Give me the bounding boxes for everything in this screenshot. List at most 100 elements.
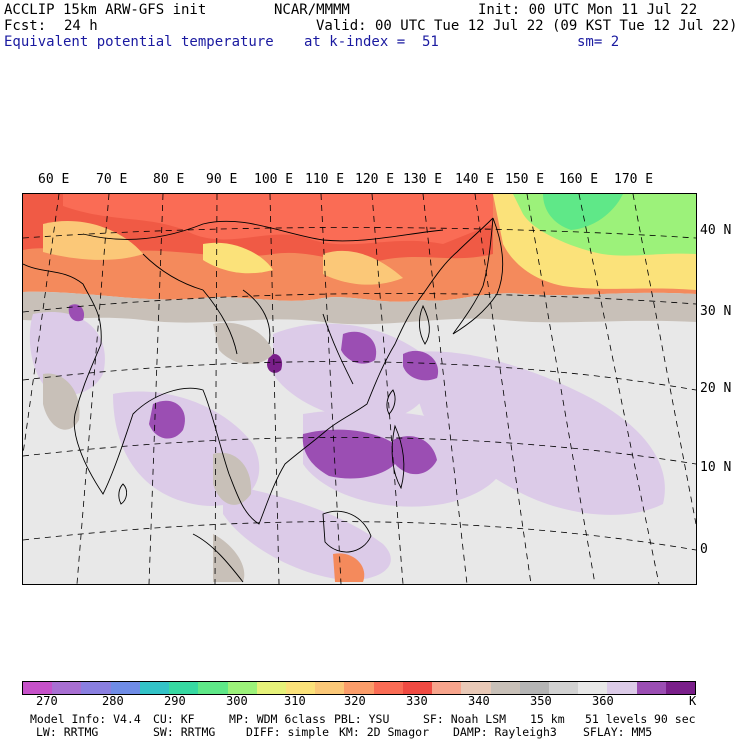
footer-levels: 51 levels — [585, 712, 648, 726]
colorbar-swatch — [490, 682, 520, 694]
colorbar-tick: 320 — [344, 694, 366, 708]
colorbar-swatch — [315, 682, 345, 694]
coastline-japan — [452, 217, 504, 335]
dry-land — [213, 534, 245, 582]
colorbar-tick: 340 — [468, 694, 490, 708]
colorbar-tick: 310 — [284, 694, 306, 708]
footer-mp: MP: WDM 6class — [229, 712, 326, 726]
map-canvas — [23, 194, 696, 584]
hot-core — [63, 194, 493, 245]
colorbar-swatch — [169, 682, 199, 694]
lon-label: 140 E — [455, 172, 495, 187]
forecast-hour: 24 h — [64, 18, 98, 34]
colorbar-swatch — [285, 682, 316, 694]
lon-label: 110 E — [305, 172, 345, 187]
forecast-label: Fcst: — [4, 18, 47, 34]
colorbar-tick: 290 — [164, 694, 186, 708]
colorbar-swatch — [636, 682, 666, 694]
lon-label: 130 E — [403, 172, 443, 187]
footer-diff: DIFF: simple — [246, 725, 330, 739]
colorbar-swatch — [461, 682, 491, 694]
moist-region — [273, 323, 431, 421]
colorbar-tick: 280 — [102, 694, 124, 708]
longitude-line — [632, 194, 696, 525]
cool-northeast — [543, 194, 623, 230]
footer-resolution: 15 km — [530, 712, 565, 726]
coastline-borneo — [322, 510, 372, 553]
moist-core — [403, 350, 439, 381]
lat-label: 40 N — [700, 223, 732, 238]
latitude-line — [23, 437, 696, 465]
colorbar-unit: K — [689, 694, 697, 708]
footer-sflay: SFLAY: MM5 — [583, 725, 653, 739]
lat-label: 10 N — [700, 460, 732, 475]
moist-region — [403, 351, 665, 515]
lon-label: 70 E — [96, 172, 128, 187]
colorbar-swatch — [23, 682, 53, 694]
dry-patch — [203, 242, 273, 274]
valid-time: Valid: 00 UTC Tue 12 Jul 22 (09 KST Tue … — [316, 18, 738, 34]
model-title: ACCLIP 15km ARW-GFS init — [4, 2, 207, 18]
footer-sf: SF: Noah LSM — [423, 712, 507, 726]
latitude-line — [23, 293, 696, 313]
colorbar-swatch — [373, 682, 403, 694]
colorbar-swatch — [227, 682, 257, 694]
colorbar-swatch — [198, 682, 228, 694]
lon-label: 60 E — [38, 172, 70, 187]
dry-land — [333, 553, 365, 582]
colorbar-swatch — [139, 682, 170, 694]
footer-km: KM: 2D Smagor — [339, 725, 430, 739]
colorbar-tick: 270 — [36, 694, 58, 708]
coastlines — [23, 217, 504, 583]
lat-label: 30 N — [700, 304, 732, 319]
footer-timestep: 90 sec — [654, 712, 696, 726]
coastline-philippines — [391, 424, 405, 490]
theta-e-map — [22, 193, 697, 585]
moist-core — [68, 304, 85, 322]
moist-core — [302, 429, 403, 479]
colorbar-swatch — [52, 682, 82, 694]
colorbar-tick: 350 — [530, 694, 552, 708]
longitude-line — [578, 194, 660, 584]
colorbar-swatch — [607, 682, 637, 694]
colorbar-swatch — [110, 682, 140, 694]
transition-band — [23, 291, 696, 325]
dry-land — [43, 373, 80, 430]
footer-sw: SW: RRTMG — [153, 725, 216, 739]
colorbar-swatch — [402, 682, 433, 694]
dry-patch — [323, 250, 403, 285]
colorbar-swatch — [81, 682, 111, 694]
footer-lw: LW: RRTMG — [36, 725, 99, 739]
lon-label: 100 E — [254, 172, 294, 187]
lon-label: 90 E — [206, 172, 238, 187]
footer-model-info: Model Info: V4.4 — [30, 712, 141, 726]
lon-label: 80 E — [153, 172, 185, 187]
colorbar-swatch — [432, 682, 462, 694]
smoothing: sm= 2 — [577, 34, 620, 50]
colorbar-swatch — [344, 682, 374, 694]
dry-land — [213, 452, 252, 505]
level-index: at k-index = 51 — [304, 34, 439, 50]
colorbar-tick: 330 — [406, 694, 428, 708]
moist-core — [267, 353, 283, 373]
colorbar-swatch — [548, 682, 579, 694]
moist-core — [341, 331, 377, 364]
lon-label: 120 E — [355, 172, 395, 187]
init-time: Init: 00 UTC Mon 11 Jul 22 — [478, 2, 698, 18]
coastline-taiwan — [386, 389, 396, 415]
graticule — [23, 194, 696, 584]
dry-land — [213, 322, 273, 365]
coastline-sumatra — [192, 533, 244, 583]
latitude-line — [23, 227, 696, 239]
coastline-korea — [418, 304, 430, 345]
lon-label: 160 E — [559, 172, 599, 187]
moist-core — [149, 400, 185, 439]
colorbar-tick: 300 — [226, 694, 248, 708]
dry-patch — [43, 220, 143, 260]
lon-label: 150 E — [505, 172, 545, 187]
organization: NCAR/MMMM — [274, 2, 350, 18]
colorbar-tick: 360 — [592, 694, 614, 708]
colorbar-swatch — [578, 682, 608, 694]
colorbar-swatch — [665, 682, 696, 694]
country-borders — [82, 220, 444, 385]
